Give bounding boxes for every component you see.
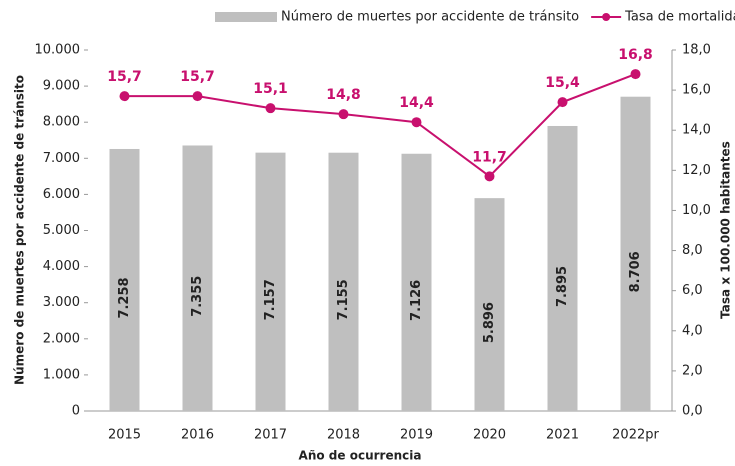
x-tick-label: 2021 [546, 428, 579, 443]
bar [255, 152, 286, 411]
bar-value-label: 7.355 [190, 276, 205, 317]
y2-tick-label: 0,0 [682, 404, 703, 419]
y-tick-label: 7.000 [43, 151, 80, 166]
line-value-label: 16,8 [618, 47, 653, 63]
legend-label: Número de muertes por accidente de tráns… [281, 10, 579, 25]
y2-tick-label: 12,0 [682, 163, 711, 178]
line-marker [557, 97, 568, 108]
bar [328, 152, 359, 411]
bar-value-label: 8.706 [628, 251, 643, 292]
legend-label: Tasa de mortalidad por accidente de trán… [624, 10, 735, 25]
y-axis-title: Número de muertes por accidente de tráns… [13, 75, 27, 385]
y2-tick-label: 2,0 [682, 363, 703, 378]
bar-value-label: 7.157 [263, 279, 278, 320]
line-marker [265, 103, 276, 114]
y-tick-label: 0 [72, 404, 80, 419]
bar-value-label: 7.126 [409, 280, 424, 321]
x-axis-title: Año de ocurrencia [299, 449, 422, 463]
x-tick-label: 2016 [181, 428, 214, 443]
y-tick-label: 9.000 [43, 79, 80, 94]
line-value-label: 14,8 [326, 87, 361, 103]
y2-tick-label: 16,0 [682, 83, 711, 98]
bar-value-label: 5.896 [482, 302, 497, 343]
y2-axis-title: Tasa x 100.000 habitantes [719, 141, 733, 319]
line-value-label: 15,4 [545, 75, 580, 91]
bar-value-label: 7.258 [117, 277, 132, 318]
y-tick-label: 6.000 [43, 187, 80, 202]
line-value-label: 15,7 [180, 69, 215, 85]
legend-swatch [215, 12, 277, 22]
line-value-label: 15,7 [107, 69, 142, 85]
y-tick-label: 4.000 [43, 259, 80, 274]
y2-tick-label: 4,0 [682, 323, 703, 338]
x-tick-label: 2015 [108, 428, 141, 443]
line-marker [630, 69, 641, 80]
line-marker [119, 91, 130, 102]
bar-value-label: 7.895 [555, 266, 570, 307]
y-tick-label: 1.000 [43, 367, 80, 382]
line-value-label: 14,4 [399, 95, 434, 111]
x-tick-label: 2017 [254, 428, 287, 443]
y-tick-label: 10.000 [35, 43, 81, 58]
bar-value-label: 7.155 [336, 279, 351, 320]
line-value-label: 15,1 [253, 81, 288, 97]
y2-tick-label: 14,0 [682, 123, 711, 138]
y-tick-label: 5.000 [43, 223, 80, 238]
bar [620, 96, 651, 411]
x-tick-label: 2018 [327, 428, 360, 443]
y2-tick-label: 6,0 [682, 283, 703, 298]
bar [474, 198, 505, 411]
y-tick-label: 3.000 [43, 295, 80, 310]
y2-tick-label: 8,0 [682, 243, 703, 258]
bar [547, 125, 578, 411]
line-marker [192, 91, 203, 102]
bar [401, 153, 432, 411]
x-tick-label: 2020 [473, 428, 506, 443]
y-tick-label: 8.000 [43, 115, 80, 130]
line-marker [338, 109, 349, 120]
line [124, 73, 636, 178]
legend-swatch [602, 13, 611, 21]
line-marker [484, 171, 495, 182]
bar [109, 148, 140, 411]
x-tick-label: 2022pr [612, 428, 659, 443]
y2-tick-label: 10,0 [682, 203, 711, 218]
y2-tick-label: 18,0 [682, 43, 711, 58]
line-value-label: 11,7 [472, 149, 507, 165]
y-tick-label: 2.000 [43, 331, 80, 346]
line-marker [411, 117, 422, 128]
x-tick-label: 2019 [400, 428, 433, 443]
bar [182, 145, 213, 411]
